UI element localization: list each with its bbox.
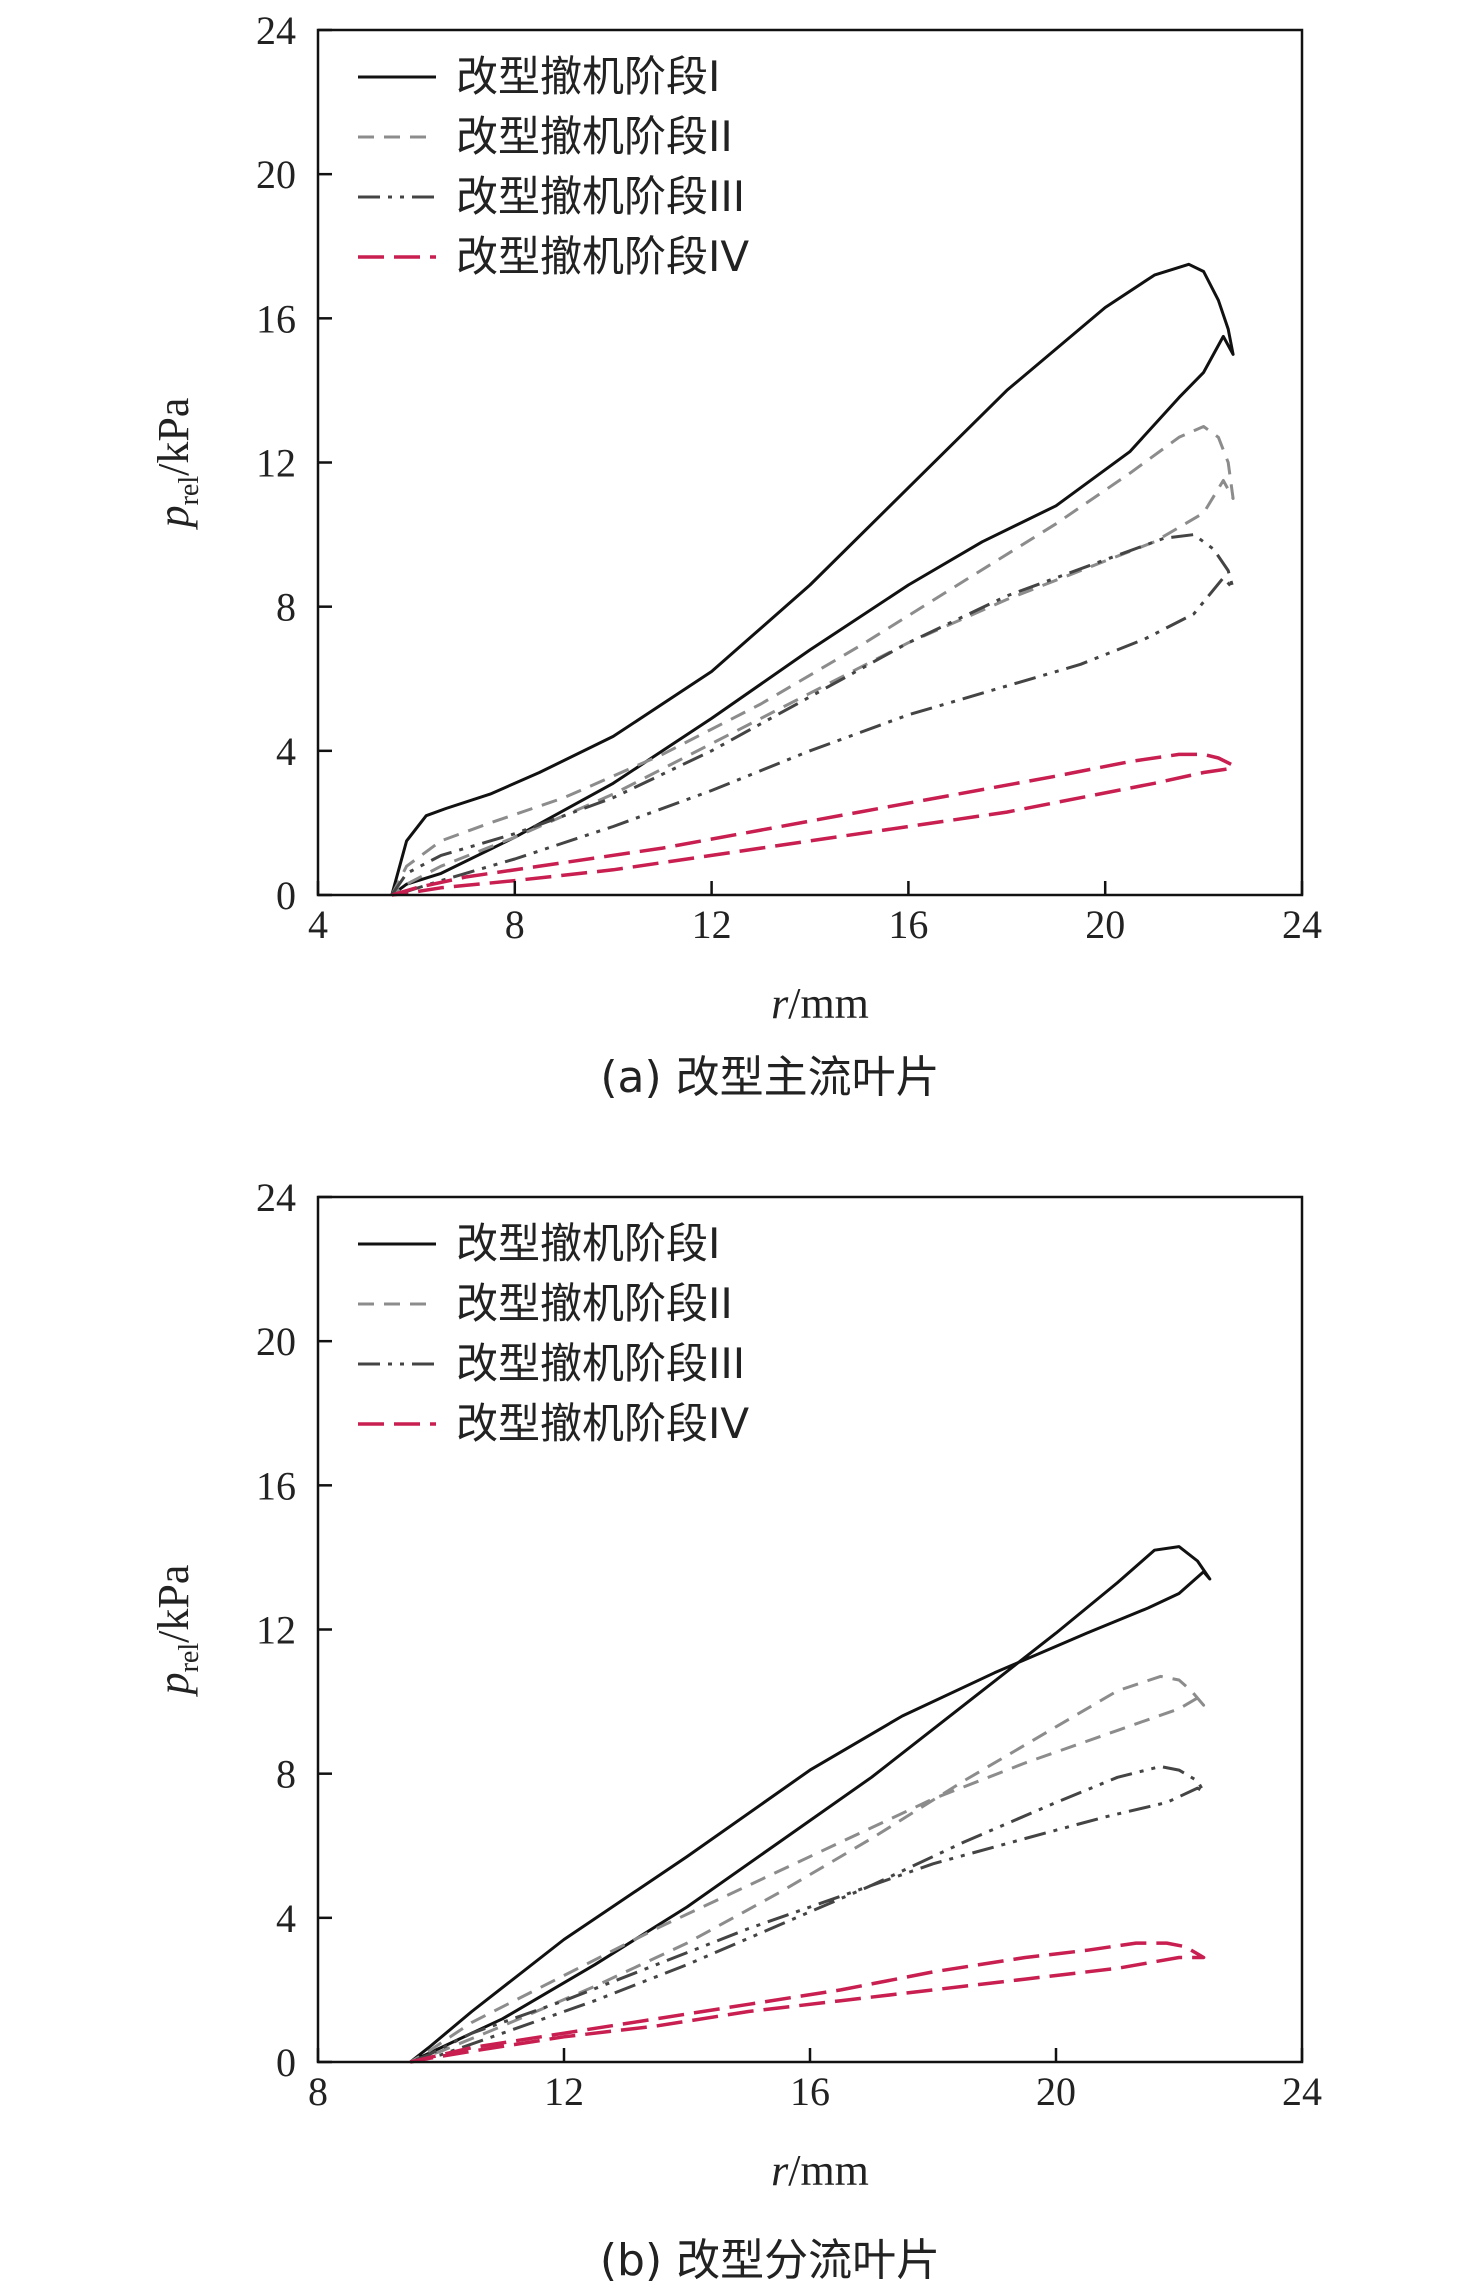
panel-a-y-tick-label: 24 bbox=[256, 8, 296, 53]
panel-b-x-tick-label: 12 bbox=[544, 2069, 584, 2114]
panel-a-x-tick-label: 20 bbox=[1085, 902, 1125, 947]
panel-a-y-axis-title: prel/kPa bbox=[149, 398, 205, 531]
panel-a-legend-label-4: 改型撤机阶段IV bbox=[456, 232, 749, 281]
panel-b-y-tick-label: 8 bbox=[276, 1752, 296, 1797]
panel-b-legend-label-3: 改型撤机阶段III bbox=[456, 1339, 745, 1388]
panel-b-x-tick-label: 20 bbox=[1036, 2069, 1076, 2114]
panel-a-y-tick-label: 12 bbox=[256, 441, 296, 486]
panel-a-series-3-line bbox=[390, 533, 1235, 897]
panel-a-x-tick-label: 12 bbox=[692, 902, 732, 947]
panel-b-y-tick-label: 16 bbox=[256, 1463, 296, 1508]
panel-b: 8 12 16 20 24 0 4 8 12 16 20 24 r/mm prel/kPa 改型撤机阶段I 改… bbox=[149, 1175, 1322, 2286]
panel-a-legend-label-1: 改型撤机阶段I bbox=[456, 52, 720, 101]
panel-a: 4 8 12 16 20 2404812162024r/mmprel/kPa改型撤机阶段I… bbox=[149, 8, 1322, 1103]
panel-a-x-tick-label: 16 bbox=[888, 902, 928, 947]
panel-b-y-axis-title: prel/kPa bbox=[149, 1565, 205, 1698]
panel-a-x-tick-label: 24 bbox=[1282, 902, 1322, 947]
panel-a-legend-label-2: 改型撤机阶段II bbox=[456, 112, 733, 161]
panel-b-x-tick-label: 8 bbox=[308, 2069, 328, 2114]
panel-b-y-tick-label: 0 bbox=[276, 2040, 296, 2085]
panel-a-legend-label-3: 改型撤机阶段III bbox=[456, 172, 745, 221]
panel-a-y-tick-label: 16 bbox=[256, 296, 296, 341]
panel-b-legend-label-1: 改型撤机阶段I bbox=[456, 1219, 720, 1268]
panel-b-x-tick-label: 16 bbox=[790, 2069, 830, 2114]
panel-b-series-4-line bbox=[409, 1941, 1206, 2064]
panel-a-y-tick-label: 20 bbox=[256, 152, 296, 197]
panel-b-series-2-line bbox=[409, 1674, 1206, 2064]
panel-a-y-tick-label: 0 bbox=[276, 873, 296, 918]
panel-a-x-tick-label: 4 bbox=[308, 902, 328, 947]
panel-a-series-2-line bbox=[390, 425, 1235, 897]
panel-b-x-axis-title: r/mm bbox=[771, 2146, 869, 2195]
panel-b-caption: (b) 改型分流叶片 bbox=[600, 2235, 940, 2286]
panel-a-y-tick-label: 4 bbox=[276, 729, 296, 774]
panel-a-x-axis-title: r/mm bbox=[771, 979, 869, 1028]
panel-b-legend-label-2: 改型撤机阶段II bbox=[456, 1279, 733, 1328]
panel-a-series-1-line bbox=[390, 262, 1235, 897]
panel-a-series-4-line bbox=[391, 752, 1235, 897]
panel-b-y-tick-label: 12 bbox=[256, 1608, 296, 1653]
panel-b-legend-label-4: 改型撤机阶段IV bbox=[456, 1399, 749, 1448]
panel-b-y-tick-label: 4 bbox=[276, 1896, 296, 1941]
panel-b-y-tick-label: 20 bbox=[256, 1319, 296, 1364]
panel-b-series-1-line bbox=[409, 1545, 1212, 2064]
panel-a-y-tick-label: 8 bbox=[276, 585, 296, 630]
panel-b-y-tick-label: 24 bbox=[256, 1175, 296, 1220]
panel-b-x-tick-label: 24 bbox=[1282, 2069, 1322, 2114]
panel-b-series-3-line bbox=[409, 1765, 1206, 2064]
panel-a-x-tick-label: 8 bbox=[505, 902, 525, 947]
panel-a-caption: (a) 改型主流叶片 bbox=[600, 1052, 939, 1103]
